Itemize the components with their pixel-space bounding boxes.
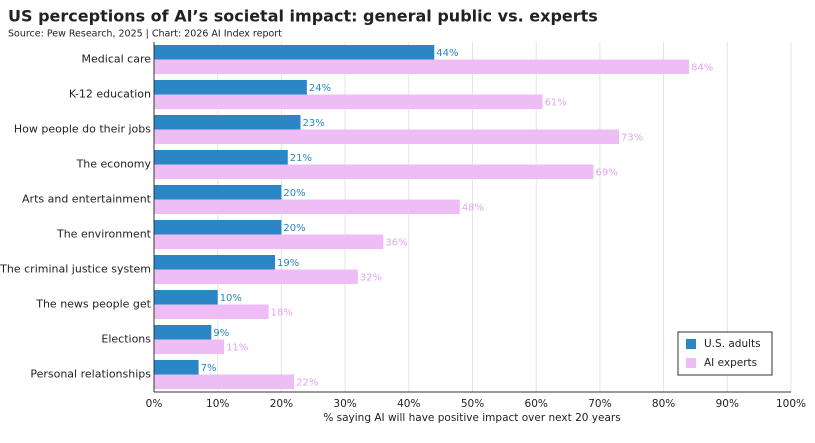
bar xyxy=(154,45,435,60)
bar xyxy=(154,164,594,179)
legend-swatch xyxy=(686,339,696,349)
y-tick-label: The environment xyxy=(56,228,152,241)
data-label: 24% xyxy=(309,83,331,94)
x-tick-label: 70% xyxy=(588,398,611,410)
data-label: 44% xyxy=(436,48,458,59)
x-tick-label: 30% xyxy=(333,398,356,410)
bar xyxy=(154,325,212,340)
legend-label: U.S. adults xyxy=(704,338,761,350)
y-tick-label: The news people get xyxy=(35,298,151,311)
x-tick-label: 80% xyxy=(652,398,675,410)
x-tick-label: 60% xyxy=(525,398,548,410)
y-tick-label: The economy xyxy=(76,158,152,171)
data-label: 10% xyxy=(220,293,242,304)
bar xyxy=(154,234,384,249)
y-tick-label: Personal relationships xyxy=(30,368,151,381)
bar xyxy=(154,269,358,284)
y-tick-label: Medical care xyxy=(82,53,152,66)
legend-swatch xyxy=(686,358,696,368)
bar xyxy=(154,360,199,375)
x-tick-label: 90% xyxy=(716,398,739,410)
x-tick-label: 0% xyxy=(146,398,163,410)
data-label: 61% xyxy=(545,97,567,108)
data-label: 48% xyxy=(462,202,484,213)
data-label: 20% xyxy=(283,223,305,234)
bar xyxy=(154,374,295,389)
x-tick-label: 20% xyxy=(270,398,293,410)
data-label: 36% xyxy=(385,237,407,248)
bar xyxy=(154,115,301,130)
bar xyxy=(154,59,690,74)
data-label: 11% xyxy=(226,342,248,353)
data-label: 9% xyxy=(213,328,229,339)
data-label: 21% xyxy=(290,153,312,164)
data-label: 7% xyxy=(201,363,217,374)
data-label: 32% xyxy=(360,272,382,283)
bar xyxy=(154,150,288,165)
bar xyxy=(154,94,543,109)
bar xyxy=(154,80,307,95)
bar xyxy=(154,290,218,305)
chart-subtitle: Source: Pew Research, 2025 | Chart: 2026… xyxy=(8,29,282,40)
bar xyxy=(154,255,276,270)
y-tick-label: The criminal justice system xyxy=(0,263,151,276)
data-label: 23% xyxy=(303,118,325,129)
chart-title: US perceptions of AI’s societal impact: … xyxy=(8,7,598,26)
bar xyxy=(154,199,460,214)
bar xyxy=(154,185,282,200)
y-tick-label: K-12 education xyxy=(69,88,151,101)
x-tick-label: 40% xyxy=(397,398,420,410)
y-tick-label: How people do their jobs xyxy=(14,123,151,136)
x-tick-label: 50% xyxy=(461,398,484,410)
data-label: 20% xyxy=(283,188,305,199)
x-axis-label: % saying AI will have positive impact ov… xyxy=(323,412,620,424)
bar xyxy=(154,339,225,354)
data-label: 22% xyxy=(296,377,318,388)
bar xyxy=(154,304,269,319)
x-tick-label: 100% xyxy=(776,398,806,410)
data-label: 18% xyxy=(271,307,293,318)
data-label: 69% xyxy=(596,167,618,178)
y-tick-label: Elections xyxy=(101,333,151,346)
data-label: 84% xyxy=(691,62,713,73)
bar xyxy=(154,129,620,144)
legend-label: AI experts xyxy=(704,357,757,369)
y-tick-label: Arts and entertainment xyxy=(22,193,152,206)
data-label: 19% xyxy=(277,258,299,269)
data-label: 73% xyxy=(621,132,643,143)
x-tick-label: 10% xyxy=(206,398,229,410)
bar xyxy=(154,220,282,235)
